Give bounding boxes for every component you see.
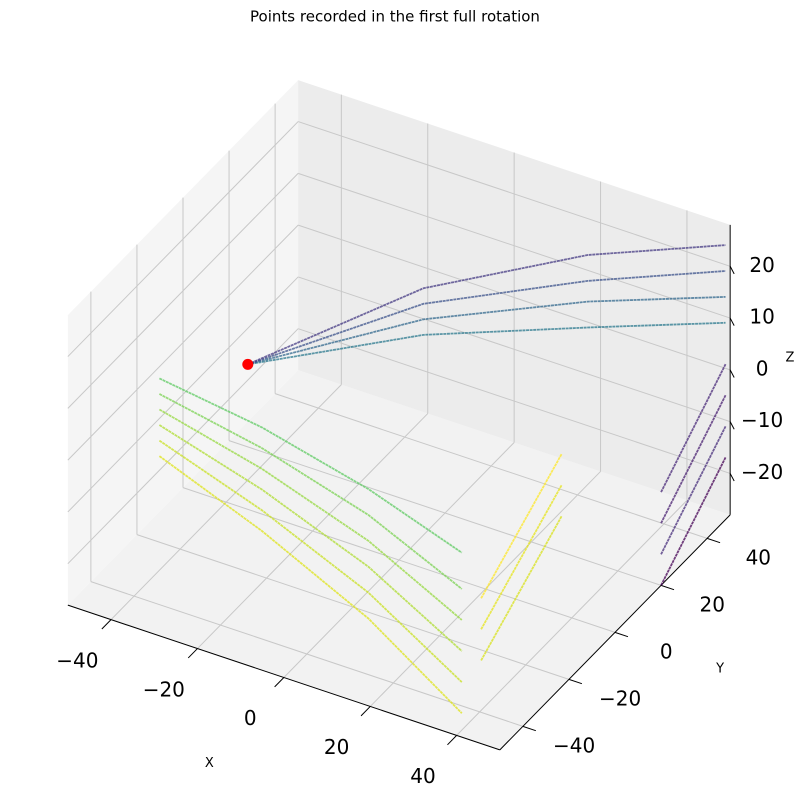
tick-mark [614, 631, 629, 638]
marker-point [242, 358, 254, 370]
z-tick-label: 20 [749, 253, 774, 277]
z-tick-label: 10 [749, 305, 774, 329]
tick-mark [729, 317, 735, 326]
grid-line [182, 487, 616, 633]
trajectory-line [660, 457, 727, 586]
tick-mark [568, 678, 583, 685]
trajectory-line [480, 515, 563, 661]
grid-line [297, 328, 731, 474]
tick-mark [660, 584, 675, 591]
tick-mark [729, 369, 735, 378]
trajectory-line [159, 377, 463, 554]
tick-mark [360, 706, 371, 717]
x-tick-label: −40 [56, 648, 98, 672]
tick-mark [187, 648, 198, 659]
grid-line [274, 393, 708, 539]
tick-mark [447, 735, 458, 746]
trajectory-line [660, 363, 727, 493]
chart-title: Points recorded in the first full rotati… [250, 8, 540, 26]
tick-mark [729, 473, 735, 482]
trajectory-line [480, 484, 563, 630]
x-tick-label: 20 [324, 735, 349, 759]
trajectory-line [660, 425, 727, 555]
z-tick-label: −10 [741, 408, 783, 432]
trajectory-line [158, 424, 463, 652]
trajectory-line [660, 394, 727, 524]
y-tick-label: −20 [599, 686, 641, 710]
y-tick-label: 20 [700, 592, 725, 616]
grid-line [297, 276, 731, 423]
z-axis-label: Z [786, 350, 794, 365]
trajectory-line [480, 453, 563, 599]
grid-line [67, 224, 299, 461]
x-axis-label: X [205, 756, 214, 771]
trajectory-line [158, 439, 463, 683]
tick-mark [274, 677, 285, 688]
y-tick-label: −40 [553, 733, 595, 757]
trajectory-line [247, 244, 726, 366]
y-axis-line [499, 514, 731, 751]
tick-mark [706, 537, 721, 544]
trajectory-line [158, 455, 463, 714]
x-tick-label: 0 [244, 706, 257, 730]
y-tick-label: 0 [660, 639, 673, 663]
grid-line [136, 534, 570, 680]
grid-line [67, 173, 299, 409]
z-tick-label: −20 [741, 460, 783, 484]
grid-line [297, 121, 731, 267]
tick-mark [729, 421, 735, 430]
trajectory-line [247, 295, 726, 366]
y-tick-label: 40 [746, 545, 771, 569]
x-tick-label: 40 [410, 764, 435, 788]
y-axis-label: Y [715, 662, 724, 677]
grid-line [297, 224, 731, 371]
z-tick-label: 0 [756, 356, 769, 380]
grid-line [67, 328, 299, 565]
grid-line [67, 121, 299, 357]
trajectory-line [158, 393, 463, 590]
tick-mark [729, 266, 735, 275]
grid-line [67, 276, 299, 513]
tick-mark [522, 725, 536, 732]
x-tick-label: −20 [143, 677, 185, 701]
trajectory-line [158, 408, 463, 621]
grid-line [228, 440, 662, 586]
trajectory-line [247, 270, 726, 366]
tick-mark [101, 619, 112, 630]
x-axis-line [67, 604, 501, 751]
trajectory-line [247, 321, 726, 366]
grid-line [297, 172, 731, 319]
